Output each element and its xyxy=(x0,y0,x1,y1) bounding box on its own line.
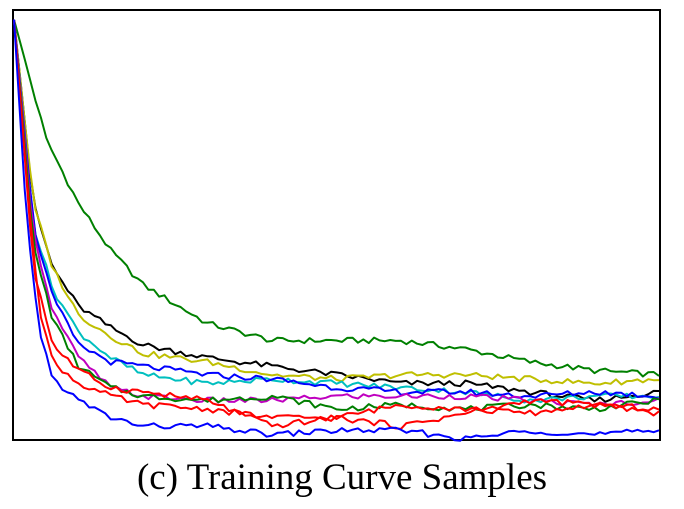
series-line-9 xyxy=(13,19,660,430)
plot-area-frame xyxy=(12,9,661,441)
series-layer xyxy=(13,19,660,442)
series-line-8 xyxy=(13,19,660,422)
series-line-3 xyxy=(13,19,660,386)
figure-caption: (c) Training Curve Samples xyxy=(136,457,548,498)
series-line-5 xyxy=(13,19,660,400)
training-curve-chart xyxy=(12,9,661,442)
series-line-1 xyxy=(13,19,660,378)
series-line-10 xyxy=(13,19,660,442)
